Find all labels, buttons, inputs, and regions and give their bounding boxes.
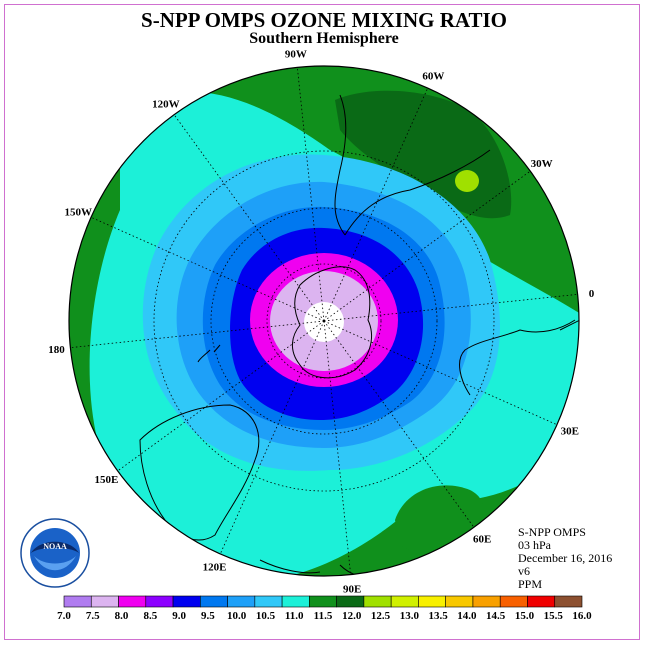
longitude-label: 180 [48, 344, 65, 356]
meridian-line [323, 320, 475, 528]
latitude-80s [266, 263, 382, 379]
coastlines [139, 94, 579, 576]
africa-coast [459, 319, 579, 396]
info-version: v6 [518, 564, 530, 578]
meridian-line [70, 320, 325, 349]
colorbar-label: 8.0 [115, 610, 129, 622]
logo-text: NOAA [43, 542, 67, 551]
colorbar-swatch [227, 595, 256, 608]
colorbar-label: 9.0 [172, 610, 186, 622]
image-frame [4, 4, 640, 640]
meridian-line [323, 170, 531, 322]
colorbar-swatch [309, 595, 337, 608]
meridian-line [323, 320, 352, 575]
colorbar-swatch [445, 595, 474, 608]
green-patch-lower [395, 485, 484, 552]
longitude-label: 150W [65, 207, 93, 219]
longitude-label: 60W [422, 70, 444, 82]
info-units: PPM [518, 577, 543, 591]
latitude-lines [153, 150, 495, 492]
logo-water [34, 556, 76, 571]
colorbar-swatch [63, 595, 92, 608]
colorbar-label: 11.0 [285, 610, 304, 622]
longitude-label: 150E [94, 474, 118, 486]
colorbar-label: 13.0 [400, 610, 420, 622]
colorbar-swatch [499, 595, 528, 608]
colorbar-label: 7.5 [86, 610, 100, 622]
meridian-line [323, 320, 558, 426]
info-block: S-NPP OMPS 03 hPa December 16, 2016 v6 P… [518, 526, 612, 591]
meridian-line [173, 114, 325, 322]
meridian-line [296, 67, 325, 322]
antarctica-coast [292, 266, 372, 379]
colorbar-swatch [118, 595, 147, 608]
info-pressure: 03 hPa [518, 538, 551, 552]
colorbar-swatch [418, 595, 446, 608]
colorbar-label: 9.5 [201, 610, 215, 622]
map-fill-layer [69, 66, 579, 576]
longitude-label: 60E [473, 534, 491, 546]
australia-coast [139, 404, 260, 541]
map-title: S-NPP OMPS OZONE MIXING RATIO [141, 8, 507, 32]
colorbar-label: 10.5 [256, 610, 276, 622]
longitude-lines [70, 67, 578, 575]
globe-outline [68, 65, 580, 577]
colorbar-label: 14.0 [457, 610, 477, 622]
colorbar-swatch [145, 595, 174, 608]
map-subtitle: Southern Hemisphere [249, 30, 399, 47]
colorbar: 7.0 7.5 8.0 8.5 9.0 9.5 10.0 10.5 11.0 11.5 12.0 12… [57, 595, 592, 622]
colorbar-label: 12.0 [342, 610, 362, 622]
colorbar-label: 13.5 [428, 610, 448, 622]
noaa-logo: NOAA [20, 518, 90, 588]
longitude-label: 120W [152, 98, 180, 110]
colorbar-swatch [90, 595, 119, 608]
colorbar-swatch [200, 595, 228, 608]
colorbar-swatch [254, 595, 283, 608]
colorbar-label: 15.5 [544, 610, 564, 622]
colorbar-label: 12.5 [371, 610, 391, 622]
colorbar-swatch [472, 595, 501, 608]
colorbar-swatch [172, 595, 201, 608]
meridian-line [323, 293, 578, 322]
latitude-40s [153, 150, 495, 492]
info-date: December 16, 2016 [518, 551, 613, 565]
colorbar-label: 7.0 [57, 610, 71, 622]
meridian-line [90, 216, 325, 322]
logo-wave [31, 541, 79, 553]
colorbar-swatch [527, 595, 556, 608]
south-america-coast [334, 94, 491, 236]
longitude-label: 120E [203, 562, 227, 574]
info-product: S-NPP OMPS [518, 525, 586, 539]
colorbar-label: 11.5 [314, 610, 333, 622]
longitude-label: 90E [343, 584, 361, 596]
colorbar-label: 14.5 [486, 610, 506, 622]
colorbar-swatch [390, 595, 419, 608]
colorbar-label: 8.5 [143, 610, 157, 622]
colorbar-label: 15.0 [515, 610, 535, 622]
meridian-line [323, 87, 429, 322]
colorbar-swatch [363, 595, 392, 608]
latitude-60s [210, 207, 438, 435]
longitude-label: 90W [285, 48, 307, 60]
logo-disc [30, 528, 80, 578]
lime-spot [455, 170, 479, 192]
meridian-line [117, 320, 325, 472]
meridian-line [219, 320, 325, 555]
colorbar-label: 16.0 [572, 610, 592, 622]
longitude-label-group: 0 30E 60E 90E 120E 150E 180 150W 120W 90W 60W 30W [48, 48, 595, 595]
longitude-label: 30W [531, 158, 553, 170]
colorbar-label: 10.0 [227, 610, 247, 622]
colorbar-swatch [554, 595, 583, 608]
longitude-label: 30E [561, 425, 579, 437]
longitude-label: 0 [589, 288, 595, 300]
colorbar-swatch [336, 595, 365, 608]
colorbar-swatch [281, 595, 310, 608]
